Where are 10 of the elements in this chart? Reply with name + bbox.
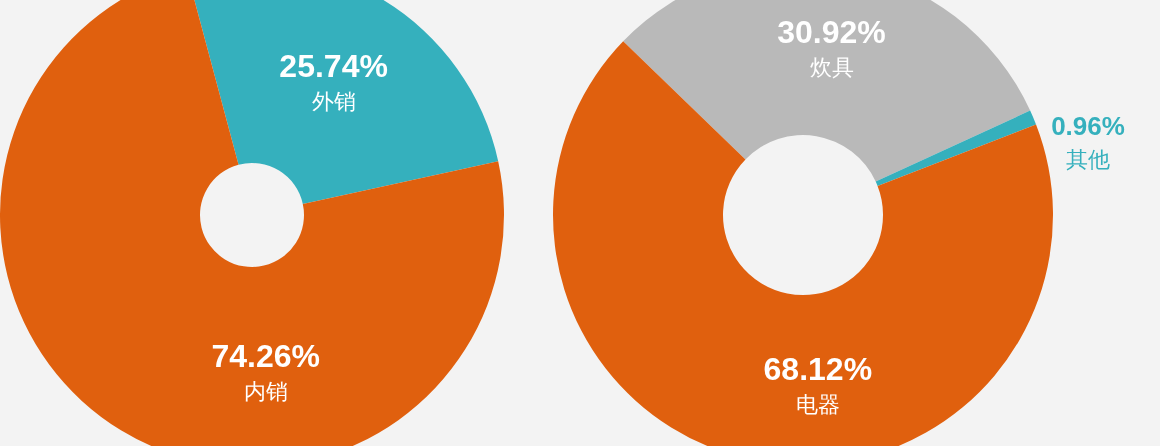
slice-label: 其他 <box>1066 146 1110 172</box>
slice-label: 电器 <box>795 392 840 418</box>
slice-label: 炊具 <box>809 55 854 81</box>
data-label: 74.26% <box>211 338 320 375</box>
data-label: 30.92% <box>777 14 886 51</box>
data-label: 68.12% <box>763 351 873 388</box>
slice-label: 内销 <box>243 379 288 405</box>
slice-label: 外销 <box>311 88 356 114</box>
data-label: 25.74% <box>279 47 388 84</box>
data-label: 0.96% <box>1051 110 1125 141</box>
